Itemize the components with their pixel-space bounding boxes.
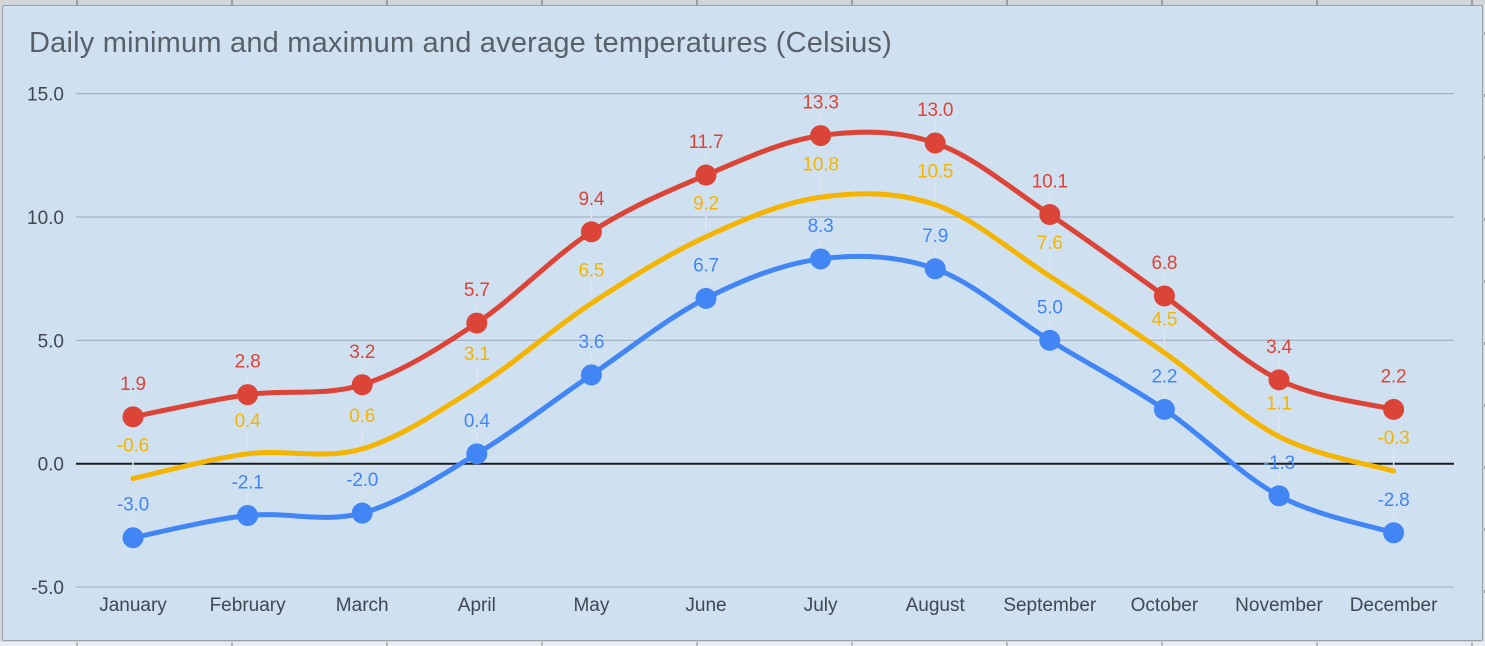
data-label-maximum: 6.8 xyxy=(1151,253,1177,274)
x-axis-labels: January February March April May June July Augu… xyxy=(99,595,1438,616)
x-axis-month-label: May xyxy=(573,595,609,616)
data-label-maximum: 9.4 xyxy=(578,189,604,210)
data-label-minimum: -3.0 xyxy=(117,495,149,516)
data-label-minimum: 0.4 xyxy=(464,411,490,432)
data-label-average: 0.4 xyxy=(235,411,261,432)
spreadsheet-bottom-sliver xyxy=(0,642,1485,646)
data-label-minimum: -2.1 xyxy=(232,473,264,494)
data-label-minimum: 8.3 xyxy=(808,216,834,237)
chart-container[interactable]: Daily minimum and maximum and average te… xyxy=(2,5,1483,641)
data-point-maximum xyxy=(924,132,946,154)
chart-title: Daily minimum and maximum and average te… xyxy=(29,27,892,59)
data-label-minimum: 3.6 xyxy=(578,332,604,353)
data-point-minimum xyxy=(810,248,832,270)
x-axis-month-label: August xyxy=(906,595,966,616)
data-label-maximum: 10.1 xyxy=(1032,172,1068,193)
data-point-minimum xyxy=(351,502,373,524)
data-labels-maximum: 1.9 2.8 3.2 5.7 9.4 11.7 13.3 13.0 10.1 6.8 3.4 2.2 xyxy=(120,93,1407,395)
data-label-maximum: 11.7 xyxy=(689,132,724,153)
data-point-minimum xyxy=(466,443,488,465)
y-axis-tick-label: 15.0 xyxy=(27,85,64,106)
y-axis-labels: 15.0 10.0 5.0 0.0 -5.0 xyxy=(27,85,64,599)
data-point-maximum xyxy=(237,384,259,406)
data-label-maximum: 13.3 xyxy=(803,93,839,114)
x-axis-month-label: July xyxy=(804,595,838,616)
gridlines xyxy=(76,93,1454,588)
data-point-minimum xyxy=(1153,398,1175,420)
data-label-average: -0.3 xyxy=(1378,428,1410,449)
data-point-minimum xyxy=(695,287,717,309)
x-axis-month-label: June xyxy=(685,595,726,616)
data-point-minimum xyxy=(1268,485,1290,507)
label-leader-lines xyxy=(132,114,1395,525)
y-axis-tick-label: 0.0 xyxy=(38,455,64,476)
data-label-average: 7.6 xyxy=(1037,233,1063,254)
data-label-average: -0.6 xyxy=(117,436,149,457)
data-point-minimum xyxy=(1383,522,1405,544)
data-point-maximum xyxy=(1039,204,1061,226)
data-label-maximum: 3.2 xyxy=(349,342,375,363)
series-minimum xyxy=(122,248,1405,549)
data-label-maximum: 1.9 xyxy=(120,374,146,395)
x-axis-month-label: December xyxy=(1350,595,1438,616)
spreadsheet-columns-sliver xyxy=(0,0,1485,5)
data-label-average: 1.1 xyxy=(1266,394,1292,415)
data-label-maximum: 2.2 xyxy=(1381,366,1407,387)
series-minimum-line xyxy=(130,253,1397,541)
data-label-minimum: -1.3 xyxy=(1263,453,1295,474)
data-label-average: 10.8 xyxy=(803,154,839,175)
data-label-minimum: -2.0 xyxy=(346,470,378,491)
series-average-line xyxy=(130,191,1397,482)
data-label-maximum: 3.4 xyxy=(1266,337,1292,358)
data-point-maximum xyxy=(466,312,488,334)
data-label-average: 10.5 xyxy=(917,162,953,183)
y-axis-tick-label: 5.0 xyxy=(38,331,64,352)
data-point-maximum xyxy=(1383,398,1405,420)
data-point-maximum xyxy=(695,164,717,186)
data-point-maximum xyxy=(580,221,602,243)
data-point-maximum xyxy=(122,406,144,428)
x-axis-month-label: April xyxy=(458,595,496,616)
x-axis-month-label: January xyxy=(99,595,167,616)
data-label-maximum: 5.7 xyxy=(464,280,490,301)
data-point-maximum xyxy=(351,374,373,396)
data-label-minimum: -2.8 xyxy=(1378,490,1410,511)
data-label-minimum: 5.0 xyxy=(1037,297,1063,318)
data-label-minimum: 2.2 xyxy=(1151,366,1177,387)
temperature-line-chart: 1.9 2.8 3.2 5.7 9.4 11.7 13.3 13.0 10.1 6.8 3.4 2.2… xyxy=(27,85,1454,616)
data-label-average: 0.6 xyxy=(349,406,375,427)
x-axis-month-label: November xyxy=(1235,595,1323,616)
data-point-minimum xyxy=(1039,329,1061,351)
x-axis-month-label: September xyxy=(1003,595,1097,616)
data-labels-average: -0.6 0.4 0.6 3.1 6.5 9.2 10.8 10.5 7.6 4.5 1.1 -0.3 xyxy=(117,154,1410,456)
y-axis-tick-label: 10.0 xyxy=(27,208,64,229)
y-axis-tick-label: -5.0 xyxy=(31,578,64,599)
x-axis-month-label: March xyxy=(336,595,389,616)
data-label-minimum: 7.9 xyxy=(922,226,948,247)
data-label-average: 4.5 xyxy=(1151,310,1177,331)
data-labels-minimum: -3.0 -2.1 -2.0 0.4 3.6 6.7 8.3 7.9 5.0 2.2 -1.3 -2.… xyxy=(117,216,1410,516)
data-point-minimum xyxy=(580,364,602,386)
x-axis-month-label: October xyxy=(1131,595,1199,616)
x-axis-month-label: February xyxy=(210,595,287,616)
data-label-average: 9.2 xyxy=(693,194,719,215)
data-label-minimum: 6.7 xyxy=(693,255,719,276)
data-point-maximum xyxy=(810,125,832,147)
data-point-maximum xyxy=(1153,285,1175,307)
data-point-minimum xyxy=(924,258,946,280)
data-point-maximum xyxy=(1268,369,1290,391)
data-point-minimum xyxy=(122,527,144,549)
series-average xyxy=(130,191,1397,482)
data-label-maximum: 2.8 xyxy=(235,352,261,373)
data-label-average: 3.1 xyxy=(464,344,490,365)
data-label-maximum: 13.0 xyxy=(917,100,953,121)
data-point-minimum xyxy=(237,505,259,527)
data-label-average: 6.5 xyxy=(578,260,604,281)
series-maximum xyxy=(122,125,1405,428)
